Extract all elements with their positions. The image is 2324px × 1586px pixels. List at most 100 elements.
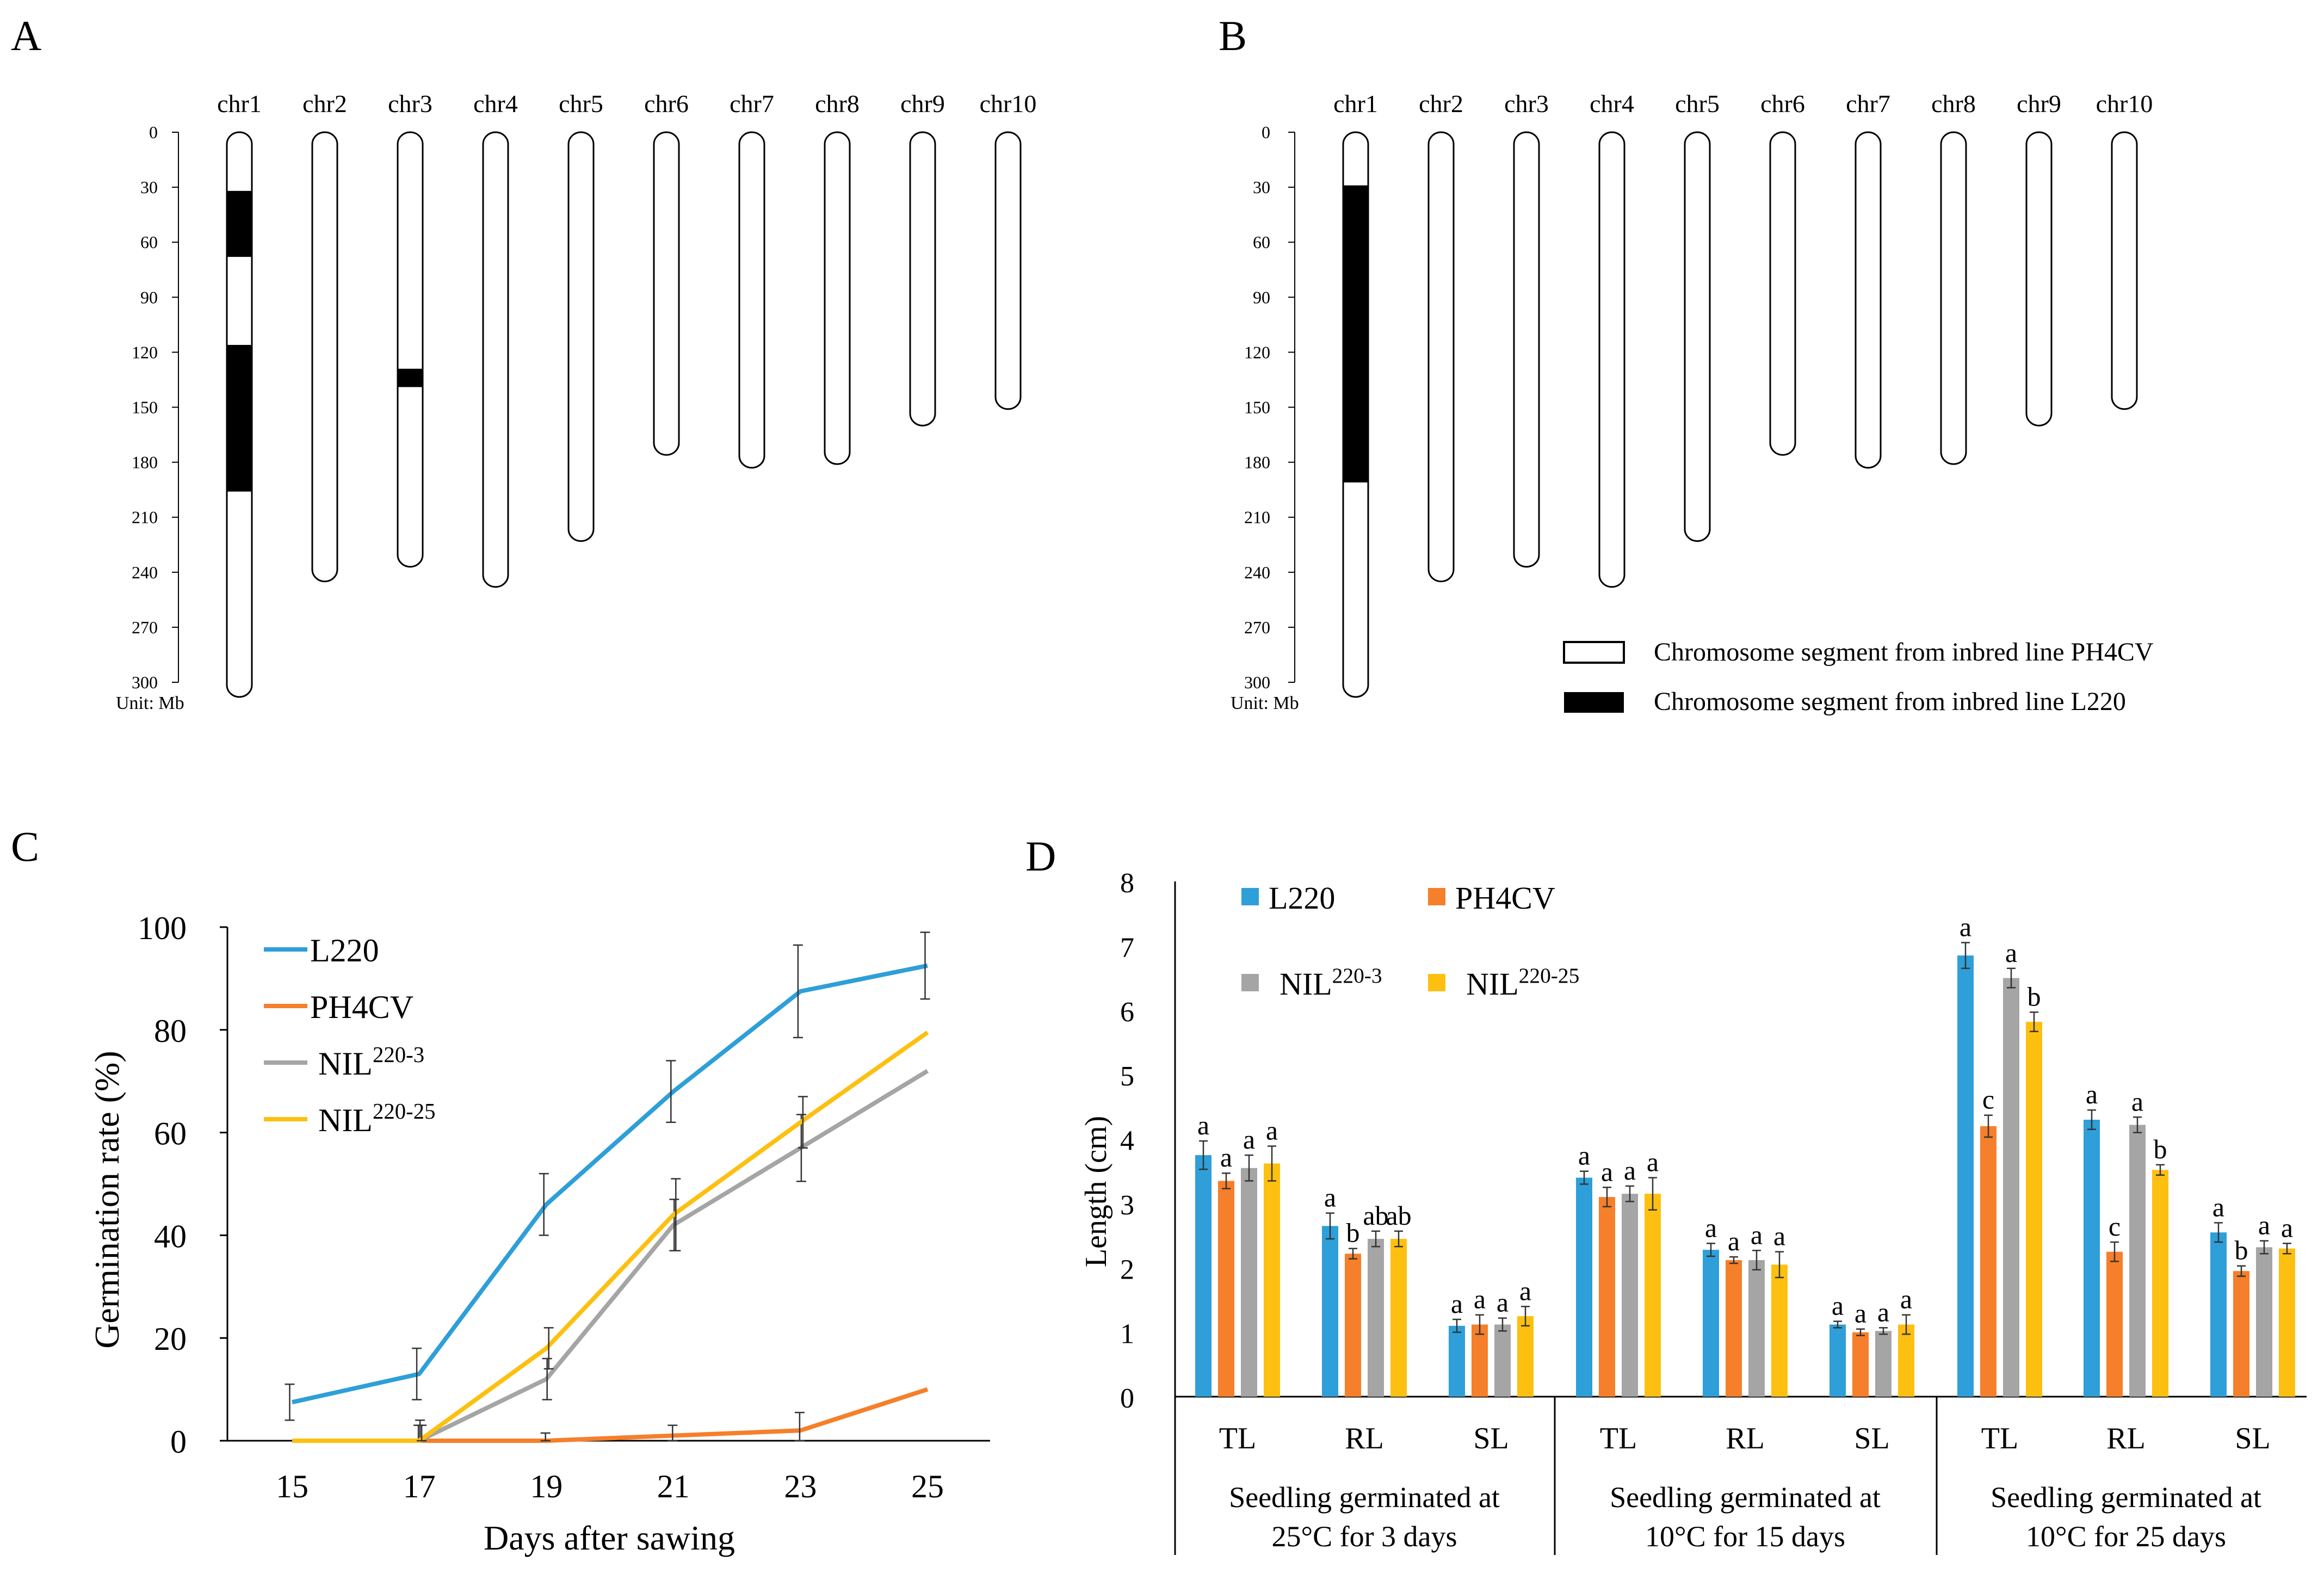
significance-letter: a bbox=[2258, 1210, 2270, 1241]
significance-letter: c bbox=[2109, 1211, 2121, 1242]
significance-letter: a bbox=[1773, 1221, 1785, 1251]
chromosome-label: chr3 bbox=[388, 90, 432, 118]
chromosome-body bbox=[910, 132, 935, 426]
significance-letter: c bbox=[1982, 1084, 1994, 1115]
y-tick-label: 210 bbox=[1244, 508, 1270, 527]
legend-label-ph4cv: Chromosome segment from inbred line PH4C… bbox=[1654, 638, 2154, 667]
chromosome-outline bbox=[1427, 131, 1455, 583]
y-tick-label: 0 bbox=[149, 122, 158, 142]
bar bbox=[1852, 1332, 1869, 1397]
significance-letter: a bbox=[1601, 1156, 1613, 1187]
significance-letter: a bbox=[1266, 1115, 1278, 1146]
bar bbox=[1771, 1264, 1788, 1397]
panel-label-d: D bbox=[1025, 832, 1056, 880]
y-tick-label: 60 bbox=[154, 1116, 187, 1152]
significance-letter: a bbox=[1832, 1291, 1844, 1321]
significance-letter: b bbox=[2235, 1235, 2248, 1266]
chromosome-label: chr9 bbox=[900, 90, 945, 118]
y-tick-label: 120 bbox=[132, 342, 158, 362]
significance-letter: ab bbox=[1386, 1200, 1411, 1231]
chromosome-label: chr2 bbox=[302, 90, 347, 118]
bar bbox=[1898, 1324, 1914, 1397]
chromosome-label: chr10 bbox=[2096, 90, 2153, 118]
legend-swatch bbox=[1241, 974, 1259, 991]
significance-letter: b bbox=[1346, 1218, 1360, 1248]
group-label: Seedling germinated at bbox=[1229, 1481, 1500, 1514]
bar bbox=[1264, 1163, 1280, 1397]
chromosome-outline bbox=[226, 131, 253, 698]
significance-letter: a bbox=[1624, 1155, 1636, 1186]
category-label: SL bbox=[1854, 1422, 1889, 1455]
y-tick-label: 4 bbox=[1120, 1126, 1134, 1157]
significance-letter: a bbox=[2281, 1212, 2293, 1243]
significance-letter: b bbox=[2028, 981, 2041, 1011]
legend-label: NIL220-3 bbox=[1280, 964, 1382, 1002]
category-label: RL bbox=[1345, 1422, 1384, 1455]
chromosome-body bbox=[825, 132, 850, 464]
bar bbox=[2129, 1125, 2146, 1397]
legend-label: L220 bbox=[1269, 880, 1335, 916]
chromosome-body bbox=[1599, 132, 1624, 587]
l220-segment bbox=[398, 368, 423, 387]
bar bbox=[1322, 1226, 1338, 1397]
series-line bbox=[292, 1387, 929, 1443]
chromosome-outline bbox=[2111, 131, 2138, 410]
bar bbox=[1472, 1324, 1488, 1397]
significance-letter: a bbox=[1960, 911, 1971, 942]
chromosome-label: chr4 bbox=[473, 90, 518, 118]
chromosome-body bbox=[1856, 132, 1881, 468]
bar bbox=[2256, 1247, 2272, 1397]
bar bbox=[1829, 1324, 1846, 1397]
y-tick-label: 270 bbox=[1244, 618, 1270, 637]
panel-label-a: A bbox=[11, 12, 41, 59]
legend-swatch bbox=[1428, 888, 1445, 905]
chromosome-body bbox=[739, 132, 764, 468]
significance-letter: a bbox=[2005, 937, 2017, 968]
bar bbox=[2026, 1022, 2042, 1397]
bar bbox=[1622, 1194, 1638, 1397]
y-tick-label: 0 bbox=[1262, 122, 1270, 142]
y-tick-label: 20 bbox=[154, 1321, 187, 1357]
chromosome-outline bbox=[2025, 131, 2053, 427]
y-tick-label: 150 bbox=[1244, 398, 1270, 417]
unit-label: Unit: Mb bbox=[116, 693, 184, 713]
significance-letter: a bbox=[1647, 1147, 1659, 1177]
significance-letter: a bbox=[1877, 1297, 1889, 1327]
chromosome-label: chr9 bbox=[2017, 90, 2061, 118]
significance-letter: a bbox=[1578, 1140, 1590, 1171]
significance-letter: a bbox=[2086, 1079, 2098, 1109]
chromosome-label: chr6 bbox=[1760, 90, 1805, 118]
chromosome-outline bbox=[653, 131, 680, 456]
chromosome-label: chr4 bbox=[1590, 90, 1634, 118]
chromosome-label: chr8 bbox=[815, 90, 860, 118]
x-tick-label: 15 bbox=[276, 1468, 308, 1504]
bar bbox=[1957, 955, 1974, 1397]
bar bbox=[1195, 1155, 1212, 1397]
chromosome-label: chr7 bbox=[1846, 90, 1890, 118]
bar bbox=[2003, 978, 2019, 1397]
chromosome-label: chr5 bbox=[559, 90, 603, 118]
y-tick-label: 300 bbox=[132, 672, 158, 692]
series-line bbox=[292, 1069, 929, 1443]
chromosome-outline bbox=[311, 131, 338, 583]
category-label: TL bbox=[1219, 1422, 1256, 1455]
category-label: SL bbox=[1473, 1422, 1509, 1455]
chromosome-label: chr10 bbox=[980, 90, 1037, 118]
bar bbox=[1241, 1168, 1257, 1397]
x-tick-label: 17 bbox=[403, 1468, 436, 1504]
unit-label: Unit: Mb bbox=[1231, 693, 1299, 713]
x-tick-label: 23 bbox=[784, 1468, 817, 1504]
legend-label: NIL220-3 bbox=[318, 1042, 424, 1082]
y-tick-label: 0 bbox=[1120, 1383, 1134, 1414]
bar bbox=[2084, 1119, 2100, 1397]
chromosome-body bbox=[1514, 132, 1539, 567]
chromosome-outline bbox=[1855, 131, 1882, 469]
chromosome-label: chr6 bbox=[644, 90, 689, 118]
series-line bbox=[292, 963, 928, 1405]
y-tick-label: 300 bbox=[1244, 672, 1270, 692]
y-tick-label: 1 bbox=[1120, 1319, 1134, 1350]
chromosome-outline bbox=[567, 131, 595, 542]
chart-c-xlabel: Days after sawing bbox=[484, 1519, 735, 1557]
y-tick-label: 100 bbox=[138, 910, 187, 946]
